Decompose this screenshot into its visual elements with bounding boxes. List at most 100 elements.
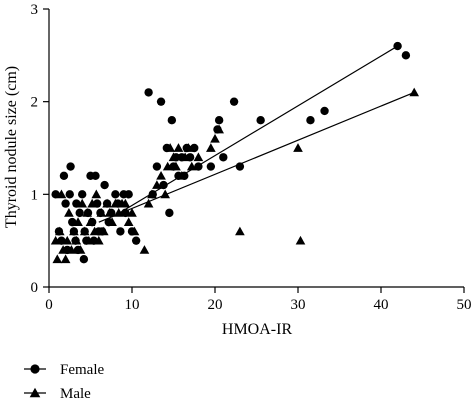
data-point-female [61,199,70,208]
chart-axes: 0 10 20 30 40 50 0 1 2 3 [31,2,472,313]
data-point-male [152,180,162,189]
data-point-male [89,226,100,236]
data-point-male [91,189,102,199]
data-point-male [123,217,134,226]
x-tick-label: 30 [291,297,306,313]
data-point-female [144,88,153,97]
data-point-male [295,235,306,245]
data-point-male [85,217,96,226]
data-point-male [235,226,245,236]
data-point-female [66,162,75,171]
data-point-male [52,254,63,264]
data-point-female [401,51,411,60]
data-point-male [60,254,71,264]
data-point-male [54,226,65,236]
data-point-male [147,189,157,199]
data-point-male [183,143,194,152]
legend-label-female: Female [60,362,104,378]
x-tick-label: 40 [374,297,389,313]
x-tick-label: 50 [457,297,472,313]
data-point-male [71,235,82,245]
data-point-male [214,124,224,134]
data-point-male [104,208,115,217]
data-point-female [131,236,141,245]
data-point-male [82,208,93,217]
data-point-male [210,133,220,143]
data-point-female [219,153,228,162]
data-point-male [98,226,109,236]
data-point-male [171,161,181,171]
y-tick-label: 1 [31,187,39,203]
data-point-female [156,97,166,106]
data-point-female [111,190,120,199]
data-point-male [69,226,79,236]
legend: Female Male [24,362,104,402]
data-point-female [229,97,239,106]
data-point-female [167,116,177,125]
data-point-male [186,161,197,171]
data-point-male [143,198,154,208]
data-point-female [194,162,203,171]
data-point-female [65,190,74,199]
legend-label-male: Male [60,386,91,402]
data-point-male [107,217,117,226]
data-point-male [127,208,137,217]
data-point-male [409,87,420,97]
data-point-male [193,152,204,162]
trendlines [98,45,415,223]
legend-marker-male [29,387,41,398]
data-point-female [59,171,69,180]
data-point-male [64,208,74,217]
data-point-male [180,152,190,162]
data-point-female [320,106,329,116]
data-point-male [206,143,216,152]
data-point-female [152,162,162,171]
data-points [50,41,420,264]
data-point-male [156,170,166,180]
data-point-male [73,217,83,226]
data-point-male [176,170,187,180]
data-point-male [56,189,67,199]
data-point-male [75,245,86,254]
data-point-female [121,208,130,218]
data-point-male [87,198,97,208]
data-point-female [165,208,174,218]
data-point-male [62,235,73,245]
data-point-female [116,227,125,236]
data-point-male [79,226,90,236]
data-point-female [159,180,168,190]
data-point-female [306,116,315,125]
data-point-female [75,208,84,218]
data-point-male [110,198,121,208]
data-point-male [93,235,104,245]
data-point-female [393,41,402,51]
data-point-male [160,189,171,199]
data-point-male [129,226,140,236]
data-point-male [50,235,61,245]
data-point-male [77,198,88,208]
data-point-female [100,180,109,190]
y-tick-label: 3 [31,2,39,18]
data-point-female [235,162,245,171]
y-tick-label: 2 [31,95,39,111]
data-point-female [256,116,265,125]
data-point-male [173,143,184,152]
data-point-male [113,208,124,217]
data-point-male [96,208,107,217]
x-axis-title: HMOA-IR [222,321,293,338]
legend-marker-female [30,364,40,374]
data-point-female [91,171,100,180]
data-point-male [120,198,131,208]
data-point-male [168,152,179,162]
y-axis-title: Thyroid nodule size (cm) [3,66,20,228]
data-point-female [206,162,216,171]
data-point-female [79,255,89,264]
data-point-male [66,245,77,254]
y-tick-label: 0 [31,280,39,296]
x-tick-label: 10 [125,297,140,313]
trendline-male [98,91,415,223]
data-point-male [165,143,176,152]
data-point-male [84,235,94,245]
x-tick-label: 20 [208,297,223,313]
